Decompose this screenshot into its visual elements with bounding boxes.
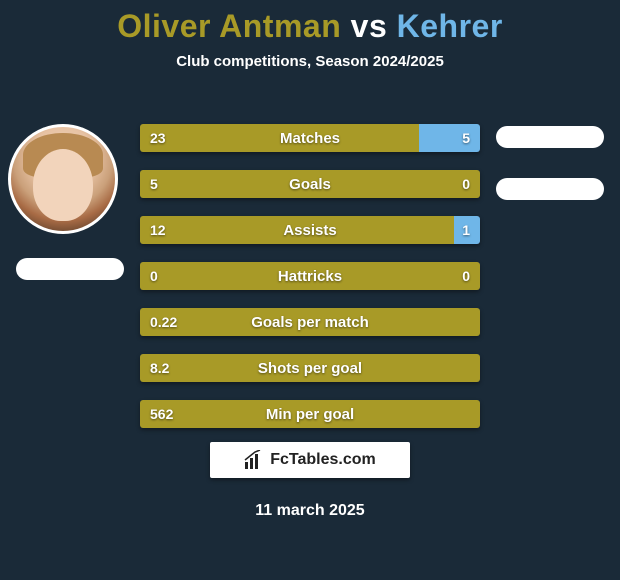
stat-row: Shots per goal8.2 (140, 354, 480, 382)
stat-row: Goals per match0.22 (140, 308, 480, 336)
player1-bar-segment (140, 308, 480, 336)
player1-bar-segment (140, 216, 454, 244)
player2-avatar-pill (496, 126, 604, 148)
stat-row: Min per goal562 (140, 400, 480, 428)
player1-club-pill (16, 258, 124, 280)
stat-row: Hattricks00 (140, 262, 480, 290)
player2-bar-segment (454, 216, 480, 244)
player1-bar-segment (140, 262, 480, 290)
avatar-face (33, 149, 93, 221)
brand-text: FcTables.com (270, 451, 376, 469)
player2-club-pill (496, 178, 604, 200)
page-title: Oliver Antman vs Kehrer (0, 0, 620, 45)
player1-name: Oliver Antman (117, 8, 341, 44)
player2-name: Kehrer (397, 8, 503, 44)
player1-bar-segment (140, 124, 419, 152)
stat-row: Matches235 (140, 124, 480, 152)
player1-bar-segment (140, 354, 480, 382)
stats-container: Matches235 Goals50 Assists121 Hattricks00 Go… (140, 124, 480, 446)
subtitle: Club competitions, Season 2024/2025 (0, 53, 620, 70)
vs-text: vs (351, 8, 388, 44)
brand-chart-icon (244, 450, 264, 470)
stat-row: Assists121 (140, 216, 480, 244)
date-text: 11 march 2025 (0, 502, 620, 520)
player1-bar-segment (140, 400, 480, 428)
player1-bar-segment (140, 170, 480, 198)
comparison-infographic: Oliver Antman vs Kehrer Club competition… (0, 0, 620, 580)
player2-bar-segment (419, 124, 480, 152)
brand-badge: FcTables.com (210, 442, 410, 478)
stat-row: Goals50 (140, 170, 480, 198)
player1-avatar (8, 124, 118, 234)
